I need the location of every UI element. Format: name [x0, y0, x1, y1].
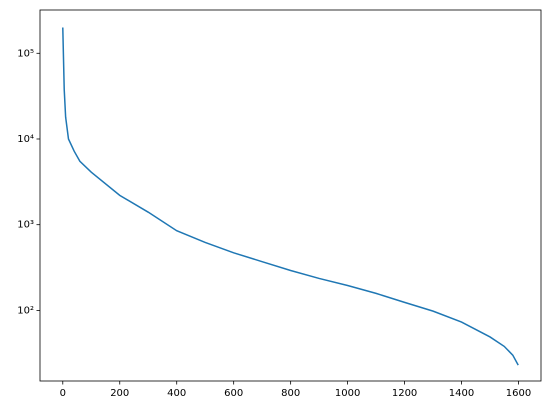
axes-frame	[39, 9, 542, 382]
x-tick-label: 1200	[392, 388, 417, 399]
x-tick-label: 1600	[506, 388, 531, 399]
x-tick-label: 800	[281, 388, 300, 399]
x-tick-label: 1400	[449, 388, 474, 399]
y-tick-label: 10⁴	[17, 134, 34, 145]
y-tick-label: 10²	[17, 305, 34, 316]
x-tick-label: 400	[167, 388, 186, 399]
x-tick-label: 600	[224, 388, 243, 399]
y-tick-label: 10³	[17, 220, 34, 231]
x-tick-label: 1000	[335, 388, 360, 399]
line	[62, 27, 519, 366]
x-tick-label: 0	[60, 388, 66, 399]
x-tick-label: 200	[110, 388, 129, 399]
y-tick-label: 10⁵	[17, 48, 34, 59]
